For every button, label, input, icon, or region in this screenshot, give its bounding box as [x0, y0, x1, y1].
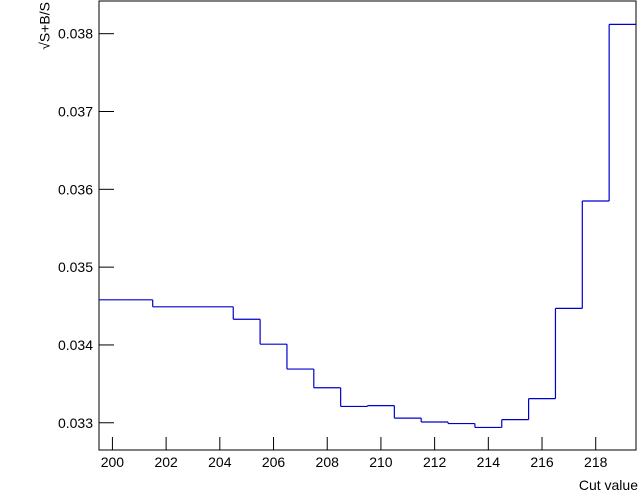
x-tick-label: 218 [584, 454, 608, 470]
x-tick-label: 202 [154, 454, 178, 470]
y-tick-label: 0.035 [58, 259, 93, 275]
y-tick-label: 0.033 [58, 415, 93, 431]
y-tick-label: 0.034 [58, 337, 93, 353]
x-tick-label: 206 [262, 454, 286, 470]
y-tick-label: 0.038 [58, 26, 93, 42]
x-tick-label: 214 [477, 454, 501, 470]
y-tick-label: 0.037 [58, 103, 93, 119]
x-tick-label: 208 [316, 454, 340, 470]
y-tick-label: 0.036 [58, 181, 93, 197]
x-tick-label: 216 [530, 454, 554, 470]
x-tick-label: 210 [369, 454, 393, 470]
y-axis-title: √S+B/S [37, 2, 53, 50]
x-tick-label: 204 [208, 454, 232, 470]
plot-frame [98, 0, 637, 451]
x-tick-label: 212 [423, 454, 447, 470]
x-axis-title: Cut value [579, 477, 638, 493]
x-tick-label: 200 [101, 454, 125, 470]
